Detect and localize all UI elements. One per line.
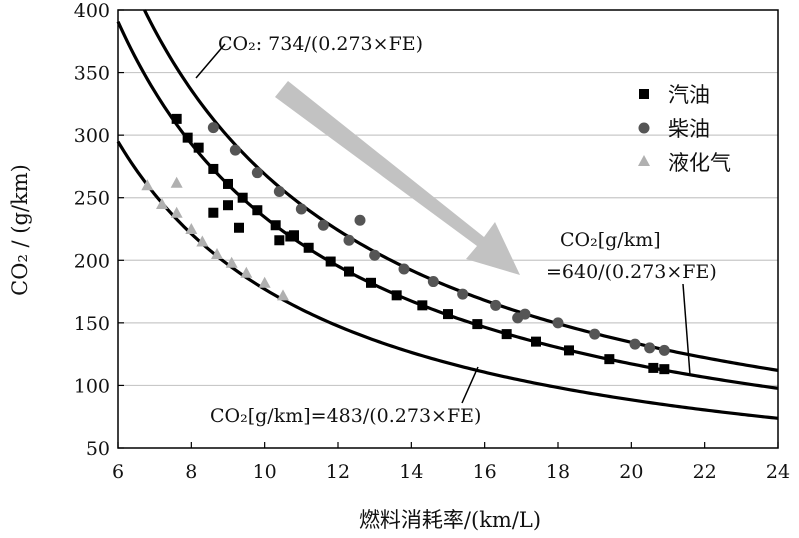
point-gasoline <box>303 242 314 253</box>
point-lpg <box>240 266 253 278</box>
point-diesel <box>251 167 263 179</box>
point-gasoline <box>237 192 248 203</box>
point-diesel <box>398 263 410 275</box>
x-tick-label: 18 <box>546 461 570 483</box>
point-gasoline <box>252 205 263 216</box>
point-gasoline <box>648 362 659 373</box>
point-diesel <box>644 342 656 354</box>
legend-marker-lpg <box>638 155 650 166</box>
point-gasoline <box>344 266 354 277</box>
point-lpg <box>141 179 154 191</box>
point-lpg <box>211 248 223 260</box>
x-tick-label: 10 <box>253 461 277 483</box>
y-axis-title: CO₂ / (g/km) <box>8 164 32 296</box>
fit-curve <box>143 9 779 372</box>
point-diesel <box>273 185 285 197</box>
point-gasoline <box>501 329 512 340</box>
y-tick-label: 400 <box>74 0 110 22</box>
point-diesel <box>552 317 564 329</box>
point-diesel <box>658 344 670 356</box>
x-tick-label: 6 <box>112 461 124 483</box>
point-gasoline <box>223 200 233 211</box>
fit-curve <box>116 20 779 390</box>
point-gasoline <box>366 277 376 288</box>
point-gasoline <box>472 319 483 330</box>
point-lpg <box>170 176 183 188</box>
point-diesel <box>512 312 524 324</box>
point-diesel <box>229 144 241 156</box>
point-gasoline <box>171 113 182 124</box>
trend-arrow-shape <box>275 81 520 275</box>
x-tick-label: 12 <box>326 461 350 483</box>
y-tick-label: 100 <box>74 375 110 397</box>
legend-label-gasoline: 汽油 <box>668 83 710 107</box>
point-gasoline <box>325 256 336 267</box>
leader-734 <box>195 43 226 79</box>
point-diesel <box>317 219 329 231</box>
point-gasoline <box>289 230 299 241</box>
point-gasoline <box>208 207 219 218</box>
curve-label-640-line2: =640/(0.273×FE) <box>546 261 717 283</box>
y-tick-label: 250 <box>74 188 110 210</box>
point-gasoline <box>193 142 204 153</box>
point-gasoline <box>531 336 541 347</box>
x-tick-label: 22 <box>693 461 717 483</box>
point-gasoline <box>234 222 244 233</box>
point-diesel <box>295 203 307 215</box>
point-gasoline <box>417 300 428 311</box>
point-gasoline <box>223 178 233 189</box>
point-gasoline <box>182 132 193 143</box>
point-lpg <box>225 256 238 268</box>
point-diesel <box>629 338 641 350</box>
point-gasoline <box>659 364 670 375</box>
point-gasoline <box>564 345 574 356</box>
point-diesel <box>369 249 381 261</box>
x-axis-title: 燃料消耗率/(km/L) <box>359 508 541 532</box>
x-tick-label: 8 <box>185 461 197 483</box>
data-points <box>141 113 670 375</box>
point-lpg <box>196 235 209 247</box>
curve-label-640-line1: CO₂[g/km] <box>560 229 661 251</box>
legend: 汽油 柴油 液化气 <box>638 83 731 175</box>
point-lpg <box>277 289 289 301</box>
plot-frame <box>117 9 779 449</box>
trend-arrow <box>275 81 520 275</box>
leader-640 <box>682 283 691 376</box>
point-lpg <box>258 276 271 288</box>
point-gasoline <box>270 220 281 231</box>
curve-label-734: CO₂: 734/(0.273×FE) <box>218 33 423 55</box>
point-diesel <box>427 276 439 288</box>
point-lpg <box>185 223 198 234</box>
legend-label-lpg: 液化气 <box>668 151 731 175</box>
curve-label-483: CO₂[g/km]=483/(0.273×FE) <box>210 405 481 427</box>
x-tick-label: 14 <box>399 461 423 483</box>
point-diesel <box>589 328 601 340</box>
x-tick-label: 20 <box>619 461 643 483</box>
y-tick-label: 350 <box>74 63 110 85</box>
point-lpg <box>170 206 183 218</box>
point-lpg <box>156 197 168 209</box>
point-diesel <box>207 122 219 134</box>
legend-marker-gasoline <box>639 89 649 99</box>
point-diesel <box>354 214 366 226</box>
y-tick-label: 150 <box>74 313 110 335</box>
legend-label-diesel: 柴油 <box>668 117 710 141</box>
y-tick-label: 300 <box>74 125 110 147</box>
point-gasoline <box>391 290 402 301</box>
axis-ticks: 6 8 10 12 14 16 18 20 22 24 50 100 150 200 250 300 350 40… <box>74 0 790 483</box>
legend-marker-diesel <box>638 122 650 134</box>
point-gasoline <box>604 354 615 365</box>
point-diesel <box>343 234 355 246</box>
point-gasoline <box>274 235 285 246</box>
y-tick-label: 200 <box>74 250 110 272</box>
y-tick-label: 50 <box>86 438 110 460</box>
point-diesel <box>457 288 469 300</box>
x-tick-label: 24 <box>766 461 790 483</box>
leader-483 <box>461 366 479 404</box>
x-tick-label: 16 <box>473 461 497 483</box>
point-gasoline <box>443 309 453 320</box>
point-gasoline <box>208 163 219 174</box>
point-diesel <box>490 299 502 311</box>
